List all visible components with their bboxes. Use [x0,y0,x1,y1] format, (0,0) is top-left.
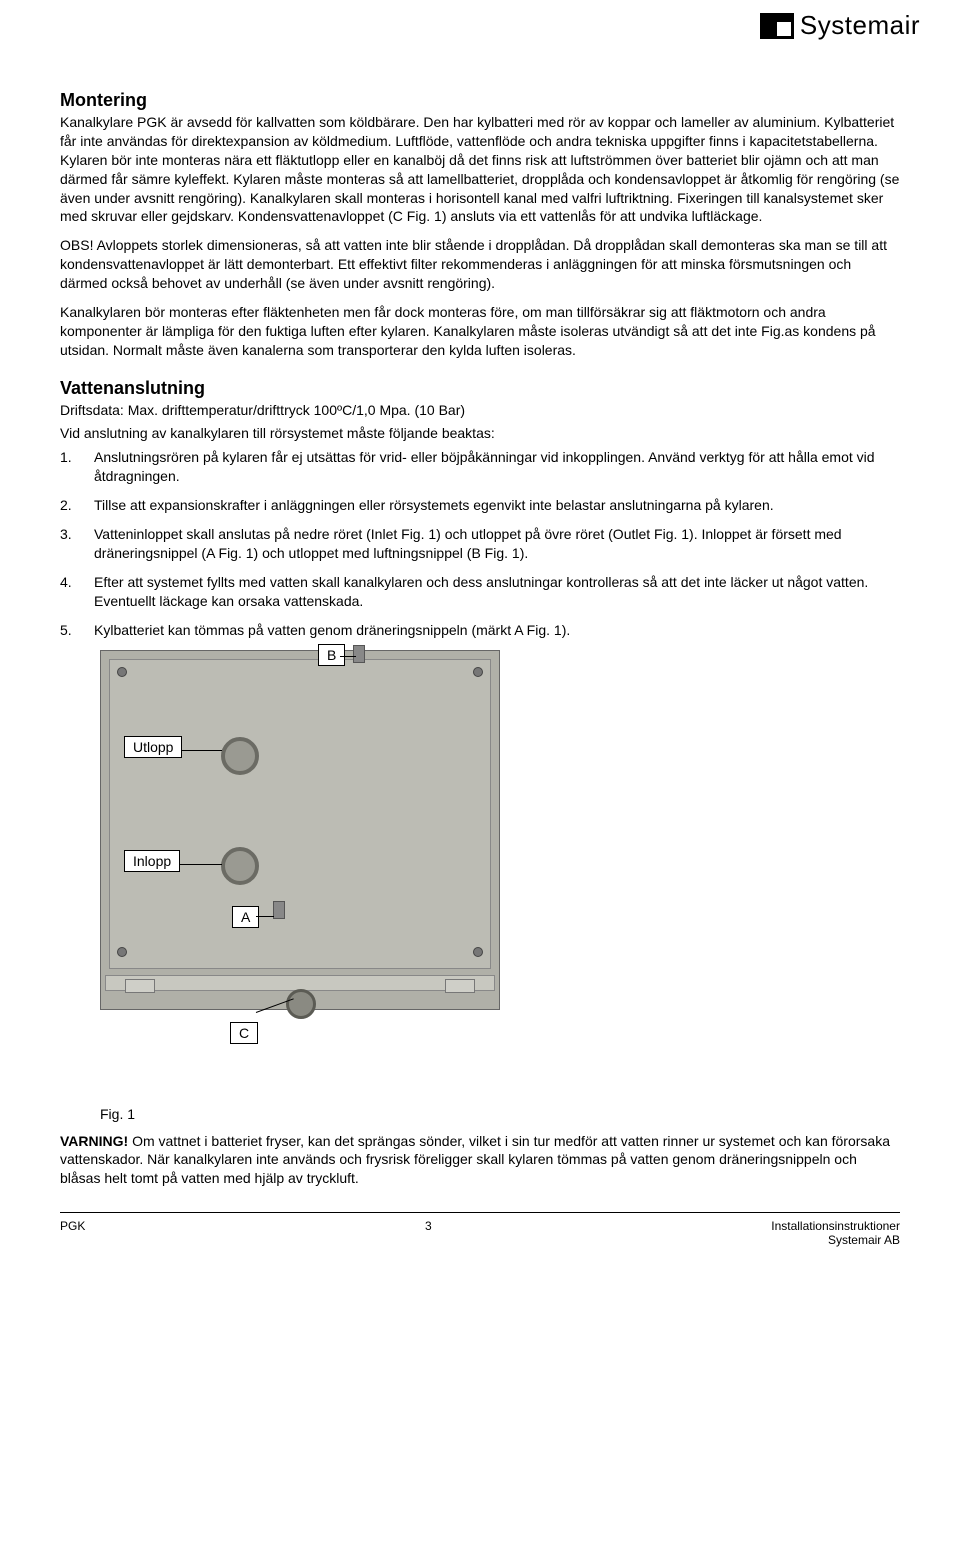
label-b: B [318,644,345,666]
label-a: A [232,906,259,928]
list-num: 4. [60,573,94,611]
label-c: C [230,1022,258,1044]
list-num: 1. [60,448,94,486]
warning-lead: VARNING! [60,1133,128,1149]
vatten-list: 1.Anslutningsrören på kylaren får ej uts… [60,448,900,639]
page: Systemair Montering Kanalkylare PGK är a… [0,0,960,1565]
list-num: 5. [60,621,94,640]
content: Montering Kanalkylare PGK är avsedd för … [60,90,900,1247]
vatten-intro: Vid anslutning av kanalkylaren till rörs… [60,424,900,443]
warning-body: Om vattnet i batteriet fryser, kan det s… [60,1133,890,1187]
footer-left: PGK [60,1219,85,1247]
brand-logo: Systemair [760,10,920,41]
list-text: Efter att systemet fyllts med vatten ska… [94,573,900,611]
figure-1: B Utlopp Inlopp A C Fig. 1 [100,650,900,1122]
footer-right: Installationsinstruktioner Systemair AB [771,1219,900,1247]
list-item: 1.Anslutningsrören på kylaren får ej uts… [60,448,900,486]
list-text: Anslutningsrören på kylaren får ej utsät… [94,448,900,486]
vatten-sub: Driftsdata: Max. drifttemperatur/drifttr… [60,401,900,420]
list-text: Vatteninloppet skall anslutas på nedre r… [94,525,900,563]
footer-page: 3 [425,1219,432,1247]
list-num: 2. [60,496,94,515]
montering-p2: OBS! Avloppets storlek dimensioneras, så… [60,236,900,293]
brand-name: Systemair [800,10,920,41]
label-inlopp: Inlopp [124,850,180,872]
label-utlopp: Utlopp [124,736,182,758]
list-item: 4.Efter att systemet fyllts med vatten s… [60,573,900,611]
footer: PGK 3 Installationsinstruktioner Systema… [60,1213,900,1247]
warning-text: VARNING! Om vattnet i batteriet fryser, … [60,1132,900,1189]
list-text: Tillse att expansionskrafter i anläggnin… [94,496,900,515]
list-text: Kylbatteriet kan tömmas på vatten genom … [94,621,900,640]
list-item: 3.Vatteninloppet skall anslutas på nedre… [60,525,900,563]
heading-vatten: Vattenanslutning [60,378,900,399]
montering-p1: Kanalkylare PGK är avsedd för kallvatten… [60,113,900,226]
footer-r2: Systemair AB [771,1233,900,1247]
montering-p3: Kanalkylaren bör monteras efter fläktenh… [60,303,900,360]
footer-r1: Installationsinstruktioner [771,1219,900,1233]
device-photo [100,650,500,1010]
list-item: 5.Kylbatteriet kan tömmas på vatten geno… [60,621,900,640]
heading-montering: Montering [60,90,900,111]
list-num: 3. [60,525,94,563]
figure-caption: Fig. 1 [100,1106,900,1122]
list-item: 2.Tillse att expansionskrafter i anläggn… [60,496,900,515]
logo-mark-icon [760,13,794,39]
